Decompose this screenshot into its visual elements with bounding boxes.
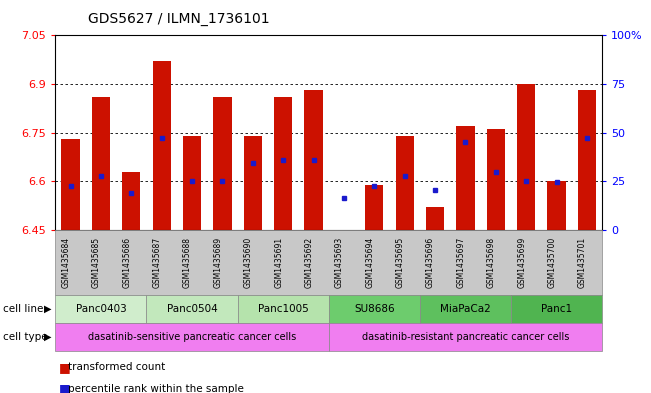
Bar [426, 207, 444, 230]
Text: GSM1435688: GSM1435688 [183, 237, 192, 288]
Bar [183, 136, 201, 230]
Text: GSM1435700: GSM1435700 [547, 237, 557, 288]
Bar [487, 129, 505, 230]
Text: GSM1435701: GSM1435701 [578, 237, 587, 288]
Text: GSM1435698: GSM1435698 [487, 237, 496, 288]
Bar [365, 185, 383, 230]
Text: GSM1435696: GSM1435696 [426, 237, 435, 288]
Bar [214, 97, 232, 230]
Text: GDS5627 / ILMN_1736101: GDS5627 / ILMN_1736101 [88, 12, 270, 26]
Bar [92, 97, 110, 230]
Text: ■: ■ [59, 382, 70, 393]
Text: GSM1435691: GSM1435691 [274, 237, 283, 288]
Text: Panc1: Panc1 [541, 304, 572, 314]
Text: percentile rank within the sample: percentile rank within the sample [68, 384, 244, 393]
Bar [396, 136, 414, 230]
Text: GSM1435697: GSM1435697 [456, 237, 465, 288]
Text: cell type: cell type [3, 332, 48, 342]
Text: GSM1435690: GSM1435690 [244, 237, 253, 288]
Text: GSM1435693: GSM1435693 [335, 237, 344, 288]
Text: Panc0403: Panc0403 [76, 304, 126, 314]
Text: MiaPaCa2: MiaPaCa2 [440, 304, 491, 314]
Bar [517, 84, 535, 230]
Bar [547, 181, 566, 230]
Bar [61, 139, 79, 230]
Bar [578, 90, 596, 230]
Text: dasatinib-resistant pancreatic cancer cells: dasatinib-resistant pancreatic cancer ce… [362, 332, 569, 342]
Text: GSM1435685: GSM1435685 [92, 237, 101, 288]
Bar [456, 126, 475, 230]
Text: GSM1435694: GSM1435694 [365, 237, 374, 288]
Text: SU8686: SU8686 [354, 304, 395, 314]
Bar [122, 171, 141, 230]
Text: ▶: ▶ [44, 304, 52, 314]
Text: Panc0504: Panc0504 [167, 304, 217, 314]
Bar [305, 90, 323, 230]
Bar [274, 97, 292, 230]
Text: Panc1005: Panc1005 [258, 304, 309, 314]
Text: ▶: ▶ [44, 332, 52, 342]
Text: GSM1435684: GSM1435684 [62, 237, 70, 288]
Text: GSM1435699: GSM1435699 [518, 237, 526, 288]
Bar [243, 136, 262, 230]
Text: GSM1435695: GSM1435695 [396, 237, 405, 288]
Text: GSM1435686: GSM1435686 [122, 237, 132, 288]
Text: cell line: cell line [3, 304, 44, 314]
Text: ■: ■ [59, 360, 70, 374]
Text: dasatinib-sensitive pancreatic cancer cells: dasatinib-sensitive pancreatic cancer ce… [88, 332, 296, 342]
Text: transformed count: transformed count [68, 362, 165, 372]
Text: GSM1435692: GSM1435692 [305, 237, 314, 288]
Bar [152, 61, 171, 230]
Text: GSM1435689: GSM1435689 [214, 237, 223, 288]
Text: GSM1435687: GSM1435687 [153, 237, 161, 288]
